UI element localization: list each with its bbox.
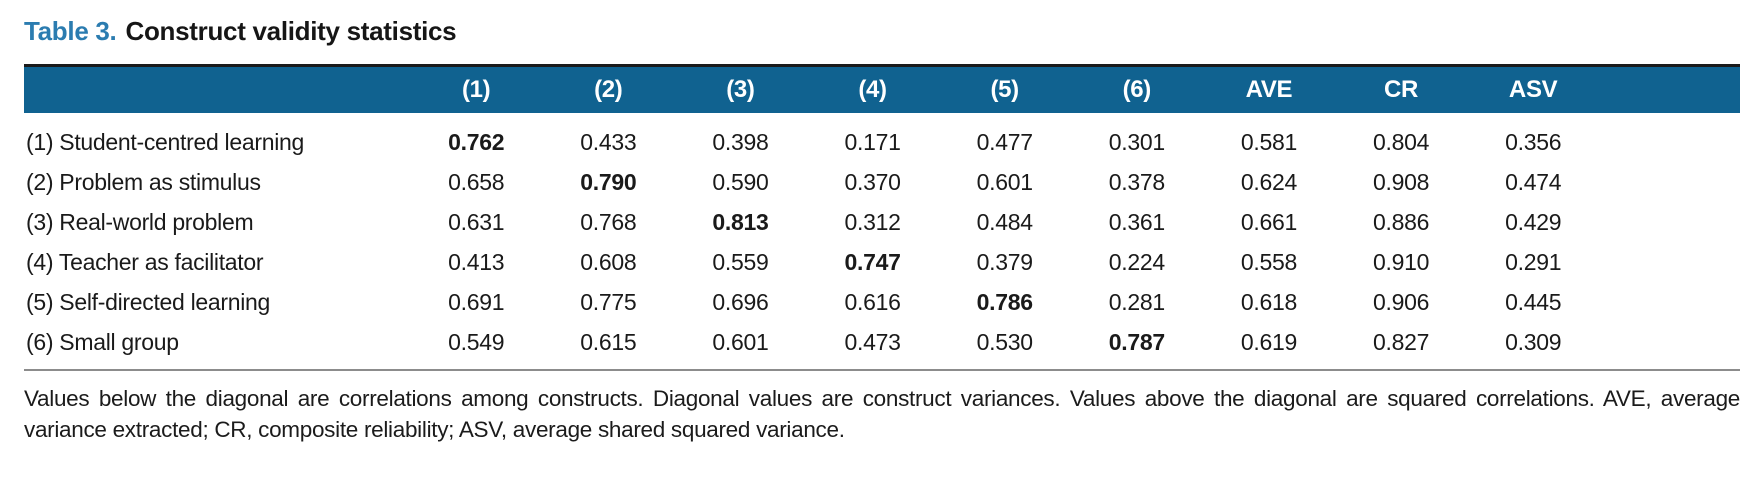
row-spacer (1599, 202, 1740, 242)
value-cell: 0.658 (448, 168, 505, 195)
column-header: (1) (410, 65, 543, 113)
value-cell: 0.906 (1373, 288, 1430, 315)
header-spacer (1599, 65, 1740, 113)
row-spacer (1599, 113, 1740, 162)
value-cell: 0.910 (1373, 248, 1430, 275)
diagonal-value-cell: 0.790 (580, 168, 637, 195)
value-cell: 0.370 (844, 168, 901, 195)
row-label: (3) Real-world problem (26, 208, 254, 235)
value-cell: 0.301 (1108, 128, 1165, 155)
table-row: (5) Self-directed learning 0.691 0.775 0.69… (24, 282, 1740, 322)
value-cell: 0.433 (580, 128, 637, 155)
column-header: (2) (542, 65, 675, 113)
value-cell: 0.530 (976, 328, 1033, 355)
value-cell: 0.608 (580, 248, 637, 275)
value-cell: 0.398 (712, 128, 769, 155)
value-cell: 0.484 (976, 208, 1033, 235)
row-label: (2) Problem as stimulus (26, 168, 261, 195)
column-header: (5) (938, 65, 1071, 113)
header-row: (1) (2) (3) (4) (5) (6) AVE CR ASV (24, 65, 1740, 113)
value-cell: 0.445 (1505, 288, 1562, 315)
value-cell: 0.601 (976, 168, 1033, 195)
value-cell: 0.804 (1373, 128, 1430, 155)
row-label: (1) Student-centred learning (26, 128, 304, 155)
row-label: (6) Small group (26, 328, 179, 355)
value-cell: 0.558 (1240, 248, 1297, 275)
value-cell: 0.908 (1373, 168, 1430, 195)
table-caption: Table 3. Construct validity statistics (24, 16, 1740, 47)
row-label: (4) Teacher as facilitator (26, 248, 264, 275)
value-cell: 0.886 (1373, 208, 1430, 235)
value-cell: 0.224 (1108, 248, 1165, 275)
value-cell: 0.768 (580, 208, 637, 235)
value-cell: 0.631 (448, 208, 505, 235)
column-header: ASV (1467, 65, 1600, 113)
value-cell: 0.775 (580, 288, 637, 315)
column-header: (4) (806, 65, 939, 113)
table-row: (6) Small group 0.549 0.615 0.601 0.473 0.530… (24, 322, 1740, 370)
value-cell: 0.619 (1240, 328, 1297, 355)
value-cell: 0.474 (1505, 168, 1562, 195)
column-header: (3) (674, 65, 807, 113)
table-body: (1) Student-centred learning 0.762 0.433 0.… (24, 113, 1740, 370)
value-cell: 0.356 (1505, 128, 1562, 155)
value-cell: 0.171 (844, 128, 901, 155)
value-cell: 0.615 (580, 328, 637, 355)
value-cell: 0.549 (448, 328, 505, 355)
value-cell: 0.312 (844, 208, 901, 235)
value-cell: 0.378 (1108, 168, 1165, 195)
value-cell: 0.309 (1505, 328, 1562, 355)
row-spacer (1599, 282, 1740, 322)
column-header: AVE (1202, 65, 1335, 113)
value-cell: 0.291 (1505, 248, 1562, 275)
value-cell: 0.616 (844, 288, 901, 315)
value-cell: 0.590 (712, 168, 769, 195)
value-cell: 0.429 (1505, 208, 1562, 235)
value-cell: 0.601 (712, 328, 769, 355)
value-cell: 0.559 (712, 248, 769, 275)
diagonal-value-cell: 0.747 (844, 248, 901, 275)
value-cell: 0.379 (976, 248, 1033, 275)
table-footnote: Values below the diagonal are correlatio… (24, 385, 1740, 443)
table-caption-title: Construct validity statistics (125, 16, 457, 46)
column-header: CR (1334, 65, 1468, 113)
row-label: (5) Self-directed learning (26, 288, 271, 315)
row-spacer (1599, 242, 1740, 282)
diagonal-value-cell: 0.786 (976, 288, 1033, 315)
value-cell: 0.581 (1240, 128, 1297, 155)
value-cell: 0.361 (1108, 208, 1165, 235)
table-row: (1) Student-centred learning 0.762 0.433 0.… (24, 113, 1740, 162)
diagonal-value-cell: 0.762 (448, 128, 505, 155)
value-cell: 0.827 (1373, 328, 1430, 355)
row-spacer (1599, 162, 1740, 202)
value-cell: 0.696 (712, 288, 769, 315)
header-label-spacer (24, 65, 411, 113)
table-caption-number: Table 3. (24, 16, 117, 46)
value-cell: 0.691 (448, 288, 505, 315)
diagonal-value-cell: 0.787 (1108, 328, 1165, 355)
table-row: (3) Real-world problem 0.631 0.768 0.813 0.3… (24, 202, 1740, 242)
diagonal-value-cell: 0.813 (712, 208, 769, 235)
value-cell: 0.624 (1240, 168, 1297, 195)
value-cell: 0.473 (844, 328, 901, 355)
column-header: (6) (1070, 65, 1203, 113)
value-cell: 0.413 (448, 248, 505, 275)
value-cell: 0.281 (1108, 288, 1165, 315)
table-row: (4) Teacher as facilitator 0.413 0.608 0.55… (24, 242, 1740, 282)
row-spacer (1599, 322, 1740, 370)
value-cell: 0.477 (976, 128, 1033, 155)
value-cell: 0.661 (1240, 208, 1297, 235)
construct-validity-table: (1) (2) (3) (4) (5) (6) AVE CR ASV (1) Student-c… (24, 64, 1740, 371)
value-cell: 0.618 (1240, 288, 1297, 315)
table-row: (2) Problem as stimulus 0.658 0.790 0.590 0.… (24, 162, 1740, 202)
